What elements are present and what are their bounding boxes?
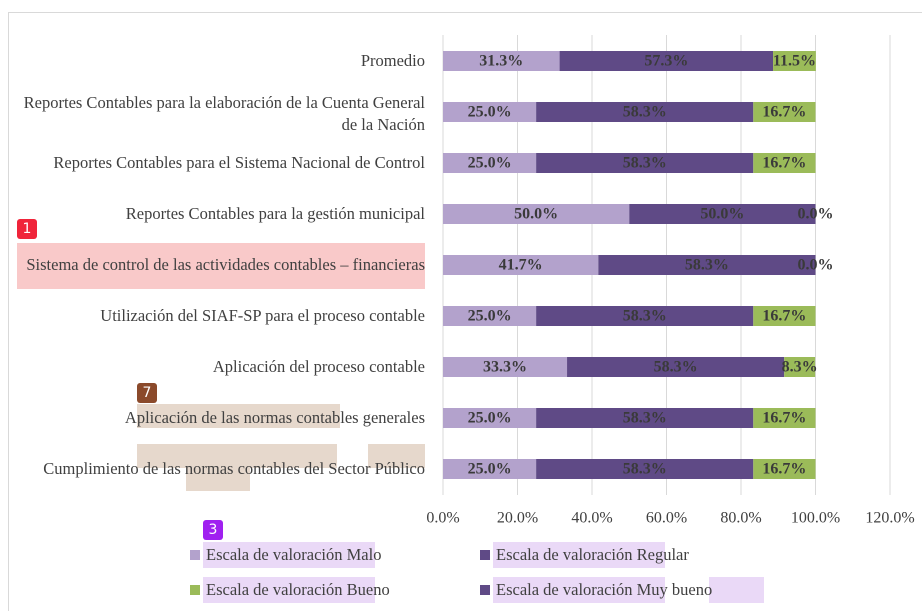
bar-segment [536,408,754,428]
highlight [17,243,425,289]
highlight [493,542,665,568]
data-label: 58.3% [654,359,698,376]
bar-segment [753,306,816,326]
bar-segment [753,102,816,122]
bar-segment [773,51,816,71]
data-label: 58.3% [623,308,667,325]
x-tick-label: 20.0% [497,510,538,527]
y-tick-label: Aplicación del proceso contable [212,357,425,376]
data-label: 58.3% [623,461,667,478]
highlight [368,444,425,468]
data-label: 16.7% [762,461,806,478]
annotation-badge: 3 [203,520,223,540]
data-label: 50.0% [514,206,558,223]
legend-swatch [190,550,200,560]
legend-label: Escala de valoración Muy bueno [496,580,712,599]
x-tick-label: 40.0% [571,510,612,527]
bar-segment [443,204,630,224]
bar-segment [443,102,537,122]
data-label: 16.7% [762,155,806,172]
data-label: 31.3% [479,53,523,70]
highlight [709,577,764,603]
data-label: 11.5% [773,53,816,70]
data-label: 8.3% [782,359,818,376]
x-tick-label: 60.0% [646,510,687,527]
data-label: 33.3% [483,359,527,376]
highlight [186,467,250,491]
data-label: 57.3% [644,53,688,70]
bar-segment [753,459,816,479]
chart-frame [8,12,922,611]
bar-segment [443,306,537,326]
legend-swatch [480,550,490,560]
bar-segment [536,459,754,479]
bar-segment [567,357,785,377]
highlight [493,577,665,603]
bar-segment [443,51,560,71]
data-label: 0.0% [798,257,834,274]
y-tick-label: Reportes Contables para la elaboración d… [23,93,425,134]
data-label: 25.0% [468,461,512,478]
annotation-badge: 1 [17,219,37,239]
data-label: 58.3% [623,104,667,121]
bar-segment [443,357,568,377]
legend-label: Escala de valoración Malo [206,545,381,564]
x-tick-label: 120.0% [865,510,914,527]
bar-segment [443,459,537,479]
bar-segment [536,102,754,122]
legend-label: Escala de valoración Regular [496,545,689,564]
annotation-badge: 7 [137,383,157,403]
bar-segment [536,306,754,326]
bar-segment [598,255,816,275]
highlight [137,444,337,468]
y-tick-label: Sistema de control de las actividades co… [26,255,425,274]
bar-segment [443,153,537,173]
bar-segment [753,153,816,173]
x-tick-label: 100.0% [791,510,840,527]
highlight [203,577,375,603]
y-tick-label: Aplicación de las normas contables gener… [124,408,425,427]
data-label: 25.0% [468,308,512,325]
highlight [137,404,340,428]
data-label: 58.3% [685,257,729,274]
data-label: 58.3% [623,410,667,427]
data-label: 25.0% [468,104,512,121]
legend-swatch [190,585,200,595]
y-tick-label: Utilización del SIAF-SP para el proceso … [100,306,425,325]
bar-segment [753,408,816,428]
highlight [203,542,375,568]
x-tick-label: 80.0% [720,510,761,527]
y-tick-label: Reportes Contables para la gestión munic… [125,204,425,223]
legend-swatch [480,585,490,595]
bar-segment [443,408,537,428]
data-label: 25.0% [468,410,512,427]
bar-segment [443,255,599,275]
bar-segment [536,153,754,173]
data-label: 0.0% [798,206,834,223]
bar-segment [629,204,816,224]
bar-segment [784,357,816,377]
data-label: 41.7% [499,257,543,274]
y-tick-label: Cumplimiento de las normas contables del… [43,459,425,478]
data-label: 25.0% [468,155,512,172]
bar-segment [559,51,774,71]
data-label: 58.3% [623,155,667,172]
data-label: 50.0% [700,206,744,223]
legend-label: Escala de valoración Bueno [206,580,390,599]
y-tick-label: Promedio [360,51,425,70]
data-label: 16.7% [762,410,806,427]
data-label: 16.7% [762,308,806,325]
data-label: 16.7% [762,104,806,121]
y-tick-label: Reportes Contables para el Sistema Nacio… [53,153,425,172]
x-tick-label: 0.0% [426,510,459,527]
